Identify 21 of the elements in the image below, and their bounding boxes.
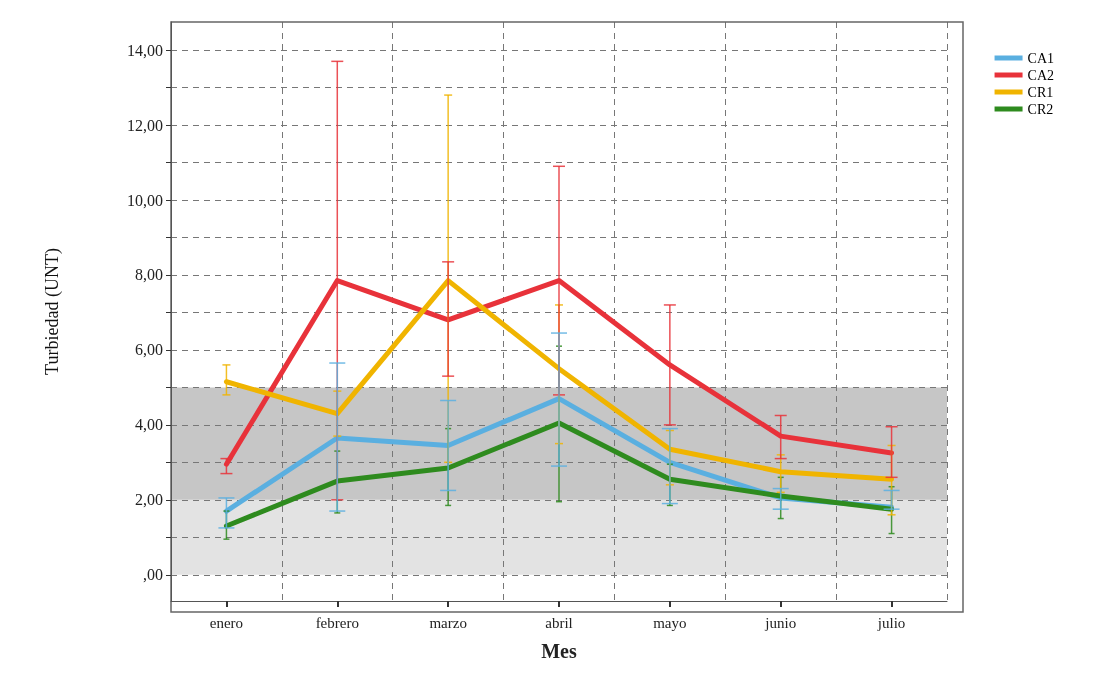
x-tick-label: febrero — [315, 614, 359, 631]
y-tick-label: ,00 — [143, 566, 163, 584]
legend-label: CA1 — [1027, 50, 1054, 66]
y-tick-label: 2,00 — [135, 491, 163, 509]
x-tick-label: mayo — [653, 614, 687, 631]
x-tick-label: enero — [209, 614, 244, 631]
x-tick-label: marzo — [429, 614, 467, 631]
y-tick-label: 10,00 — [127, 191, 163, 209]
y-axis-title: Turbiedad (UNT) — [42, 248, 63, 375]
y-tick-label: 4,00 — [135, 416, 163, 434]
legend-label: CR2 — [1027, 101, 1054, 117]
y-tick-label: 8,00 — [135, 266, 163, 284]
y-tick-label: 6,00 — [135, 341, 163, 359]
legend-label: CR1 — [1027, 84, 1054, 100]
x-tick-label: abril — [545, 614, 573, 631]
x-tick-label: junio — [764, 614, 797, 631]
x-axis-title: Mes — [541, 640, 577, 662]
x-tick-label: julio — [876, 614, 906, 631]
legend-label: CA2 — [1027, 67, 1054, 83]
y-tick-label: 12,00 — [127, 116, 163, 134]
y-tick-label: 14,00 — [127, 41, 163, 59]
